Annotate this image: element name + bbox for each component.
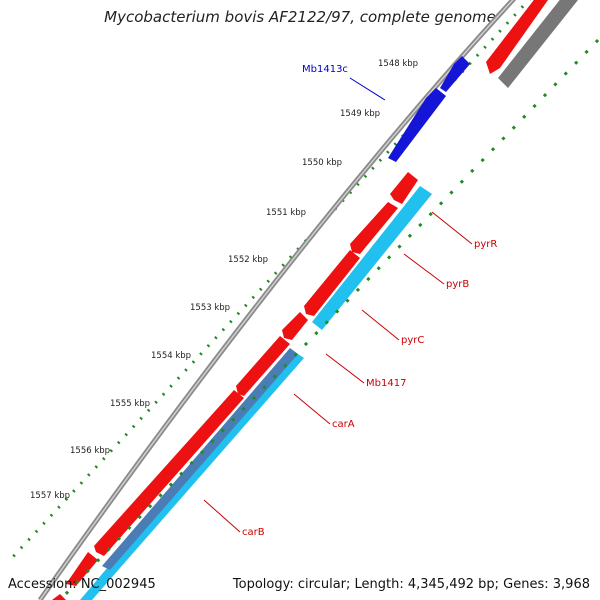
gene-pyrB[interactable]: [350, 202, 398, 254]
gene-label-cara[interactable]: carA: [332, 419, 355, 430]
gene-leader-line: [403, 253, 445, 285]
gene-red-top[interactable]: [486, 0, 548, 74]
gene-label-pyrb[interactable]: pyrB: [446, 279, 469, 290]
gene-carB[interactable]: [94, 390, 244, 556]
kbp-tick-label: 1556 kbp: [70, 446, 110, 456]
gene-leader-line: [325, 353, 365, 384]
ruler-dotted-ring-inner: [58, 38, 600, 600]
kbp-tick-label: 1552 kbp: [228, 255, 268, 265]
gene-leader-line: [203, 499, 241, 533]
gene-label-mb1417[interactable]: Mb1417: [366, 378, 406, 389]
gene-label-pyrc[interactable]: pyrC: [401, 335, 424, 346]
map-title: Mycobacterium bovis AF2122/97, complete …: [104, 8, 496, 26]
gene-red-bottom[interactable]: [66, 552, 98, 586]
gene-label-carb[interactable]: carB: [242, 527, 265, 538]
backbone-ring-highlight: [39, 0, 514, 600]
gene-pyrR[interactable]: [390, 172, 418, 204]
kbp-tick-label: 1550 kbp: [302, 158, 342, 168]
gene-mb1413c[interactable]: [388, 88, 446, 162]
gene-leader-line: [349, 77, 386, 101]
gene-label-mb1413c[interactable]: Mb1413c: [302, 64, 348, 75]
kbp-tick-label: 1557 kbp: [30, 491, 70, 501]
gene-labels: Mb1413c pyrR pyrB pyrC Mb1417 carA carB: [203, 64, 497, 538]
annotation-ring: [80, 0, 578, 600]
gene-red-tail[interactable]: [52, 594, 66, 600]
kbp-tick-label: 1554 kbp: [151, 351, 191, 361]
gene-carA[interactable]: [236, 336, 290, 396]
gene-leader-line: [293, 393, 331, 425]
kbp-tick-label: 1553 kbp: [190, 303, 230, 313]
gene-mb1417[interactable]: [282, 312, 308, 340]
kbp-tick-label: 1555 kbp: [110, 399, 150, 409]
cog-steel-car: [102, 348, 298, 570]
gene-leader-line: [361, 309, 400, 341]
genome-summary-text: Topology: circular; Length: 4,345,492 bp…: [232, 577, 590, 592]
cog-cyan-pyr: [312, 186, 432, 330]
kbp-tick-label: 1548 kbp: [378, 59, 418, 69]
backbone-ring: [37, 0, 517, 600]
kbp-tick-label: 1551 kbp: [266, 208, 306, 218]
gene-blue-upper[interactable]: [440, 56, 470, 92]
kbp-tick-label: 1549 kbp: [340, 109, 380, 119]
reverse-strand-genes: [388, 56, 470, 162]
cog-gray-top: [498, 0, 578, 88]
gene-leader-line: [431, 211, 473, 245]
gene-pyrC[interactable]: [304, 250, 360, 316]
forward-strand-genes: [52, 0, 548, 600]
accession-text: Accession: NC_002945: [8, 577, 156, 592]
kbp-tick-labels: 1548 kbp 1549 kbp 1550 kbp 1551 kbp 1552 kbp…: [30, 59, 418, 501]
gene-label-pyrr[interactable]: pyrR: [474, 239, 497, 250]
